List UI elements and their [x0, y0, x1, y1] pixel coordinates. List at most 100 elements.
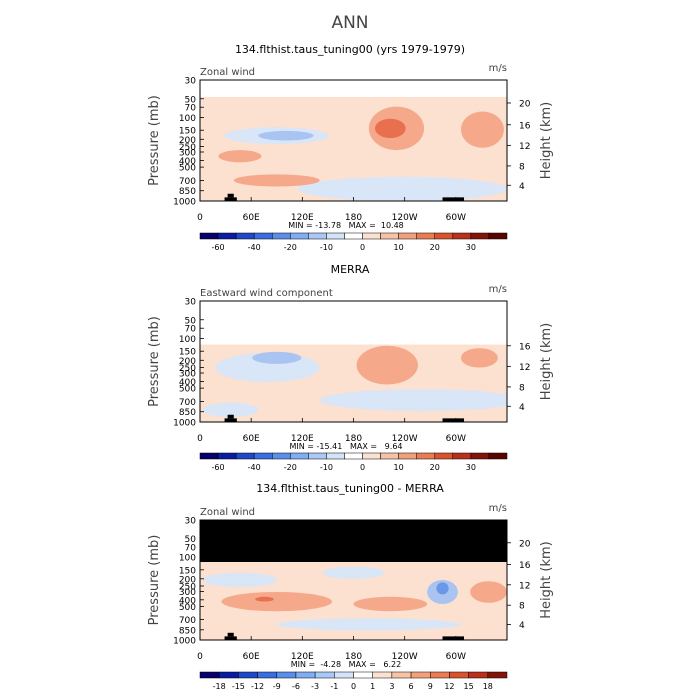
- pressure-tick-label: 700: [179, 398, 196, 408]
- longitude-tick-label: 60E: [243, 434, 260, 444]
- topography: [442, 636, 465, 640]
- colorbar-box: [217, 232, 237, 240]
- colorbar-label: -10: [320, 463, 333, 472]
- panel-units-label: m/s: [489, 63, 507, 74]
- longitude-tick-label: 120W: [392, 213, 418, 223]
- height-tick-label: 12: [519, 363, 530, 373]
- longitude-tick-label: 120W: [392, 652, 418, 662]
- pressure-tick-label: 700: [179, 616, 196, 626]
- colorbar-label: -10: [320, 243, 333, 252]
- colorbar-label: -40: [248, 243, 261, 252]
- height-tick-label: 16: [519, 561, 531, 571]
- contour-positive-mid: [218, 150, 262, 163]
- colorbar-label: -3: [311, 682, 319, 691]
- contour-field: [200, 80, 507, 201]
- longitude-tick-label: 120W: [392, 434, 418, 444]
- contour-negative-center: [322, 566, 385, 579]
- longitude-tick-label: 120E: [291, 213, 314, 223]
- longitude-tick-label: 60E: [243, 213, 260, 223]
- height-tick-label: 4: [519, 621, 525, 631]
- colorbar-box: [308, 232, 327, 240]
- colorbar-box: [235, 232, 255, 240]
- pressure-tick-label: 250: [179, 583, 196, 593]
- colorbar-box: [326, 232, 345, 240]
- height-tick-label: 16: [519, 121, 531, 131]
- y-axis-title: Pressure (mb): [147, 535, 162, 626]
- contour-positive-east: [460, 111, 504, 148]
- colorbar-label: -1: [330, 682, 338, 691]
- pressure-tick-label: 70: [185, 544, 197, 554]
- pressure-tick-label: 250: [179, 143, 196, 153]
- colorbar-box: [253, 232, 273, 240]
- longitude-tick-label: 0: [197, 434, 203, 444]
- colorbar-box: [416, 452, 436, 460]
- colorbar-label: 0: [351, 682, 356, 691]
- y-axis-title: Pressure (mb): [147, 316, 162, 407]
- contour-field: [200, 520, 507, 640]
- colorbar-box: [434, 452, 454, 460]
- topography: [224, 197, 237, 201]
- contour-negative-lower: [319, 389, 507, 412]
- panel-title: MERRA: [331, 263, 370, 276]
- pressure-tick-label: 500: [179, 385, 196, 395]
- pressure-tick-label: 100: [179, 335, 196, 345]
- contour-negative-lower: [276, 618, 461, 631]
- panel-variable-label: Zonal wind: [200, 507, 255, 518]
- height-tick-label: 12: [519, 142, 530, 152]
- chart-panel-3: 134.flthist.taus_tuning00 - MERRA Zonal w…: [147, 482, 554, 691]
- colorbar-box: [326, 452, 345, 460]
- pressure-tick-label: 70: [185, 325, 197, 335]
- colorbar-box: [199, 232, 219, 240]
- topography: [227, 414, 234, 419]
- pressure-tick-label: 300: [179, 148, 196, 158]
- contour-field: [200, 301, 507, 422]
- colorbar-box: [470, 232, 490, 240]
- contour-negative-east-core: [436, 582, 449, 595]
- colorbar-label: 10: [394, 243, 404, 252]
- pressure-tick-label: 50: [185, 95, 197, 105]
- colorbar-label: -9: [273, 682, 281, 691]
- height-tick-label: 4: [519, 403, 525, 413]
- colorbar-box: [380, 452, 399, 460]
- pressure-tick-label: 70: [185, 104, 197, 114]
- pressure-tick-label: 150: [179, 566, 196, 576]
- topography: [227, 632, 234, 637]
- longitude-tick-label: 60W: [446, 434, 466, 444]
- colorbar-label: 12: [444, 682, 454, 691]
- chart-panel-1: 134.flthist.taus_tuning00 (yrs 1979-1979…: [147, 43, 554, 252]
- longitude-tick-label: 180: [345, 652, 362, 662]
- colorbar-label: 20: [430, 463, 440, 472]
- pressure-tick-label: 50: [185, 535, 197, 545]
- colorbar-label: -20: [284, 243, 297, 252]
- colorbar-label: 20: [430, 243, 440, 252]
- colorbar-label: 3: [389, 682, 394, 691]
- contour-negative-west: [203, 572, 277, 588]
- min-max-stats: MIN = -4.28 MAX = 6.22: [291, 660, 401, 669]
- pressure-tick-label: 200: [179, 136, 196, 146]
- pressure-tick-label: 300: [179, 369, 196, 379]
- panel-title: 134.flthist.taus_tuning00 - MERRA: [256, 482, 444, 495]
- colorbar-label: 6: [409, 682, 414, 691]
- colorbar-label: -40: [248, 463, 261, 472]
- colorbar-label: -6: [292, 682, 300, 691]
- pressure-tick-label: 850: [179, 408, 196, 418]
- min-max-stats: MIN = -15.41 MAX = 9.64: [290, 442, 403, 451]
- pressure-tick-label: 400: [179, 596, 196, 606]
- colorbar-box: [290, 232, 309, 240]
- colorbar-label: 9: [428, 682, 433, 691]
- colorbar-box: [468, 671, 489, 679]
- contour-positive-east: [460, 348, 498, 368]
- page-title: ANN: [331, 13, 368, 33]
- colorbar-box: [344, 452, 363, 460]
- pressure-tick-label: 30: [185, 298, 197, 308]
- colorbar-box: [487, 671, 508, 679]
- topography: [442, 197, 465, 201]
- colorbar-box: [488, 232, 508, 240]
- pressure-tick-label: 250: [179, 364, 196, 374]
- pressure-tick-label: 1000: [173, 637, 196, 647]
- longitude-tick-label: 60E: [243, 652, 260, 662]
- colorbar-box: [253, 452, 273, 460]
- contour-positive-core: [255, 596, 274, 602]
